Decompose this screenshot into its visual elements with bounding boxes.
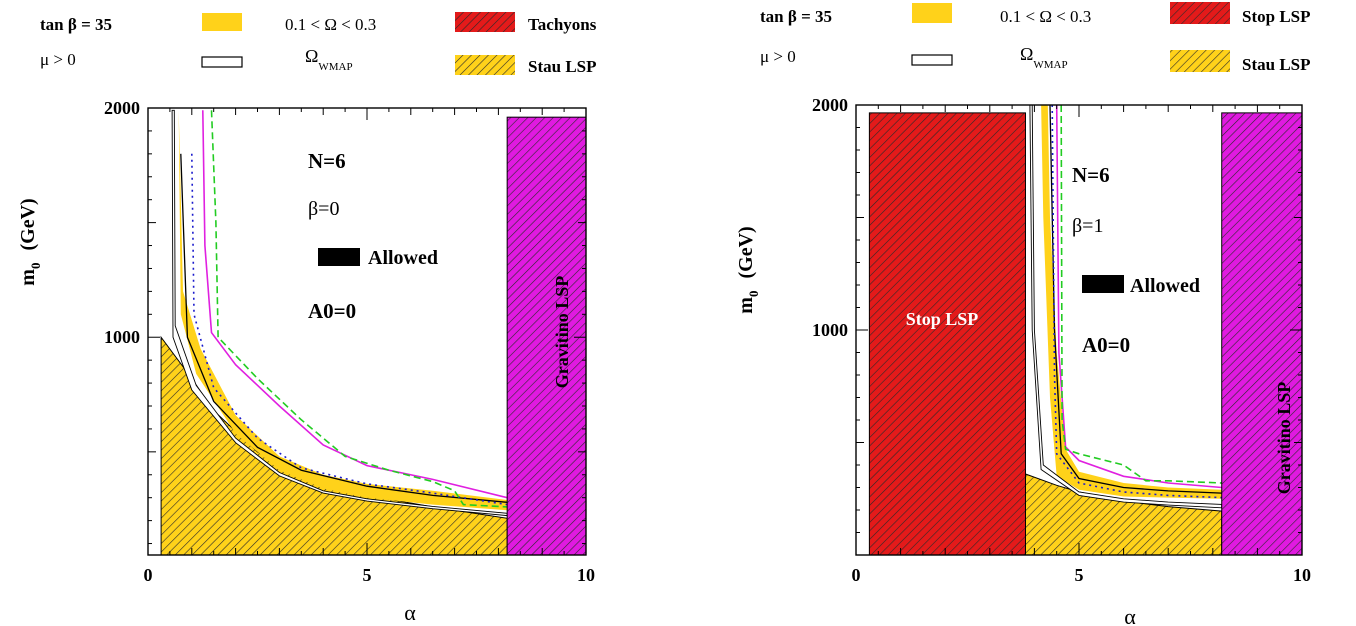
left-legend: tan β = 35 μ > 0 0.1 < Ω < 0.3 ΩWMAP Tac… [40,12,597,76]
left-legend-swatch-omega-band [202,13,242,31]
left-y-axis-label-sub: 0 [28,263,43,270]
right-legend-omega-band: 0.1 < Ω < 0.3 [1000,7,1091,26]
left-annot-a0: A0=0 [308,299,356,323]
left-gravitino-lsp-hatch [506,116,586,555]
left-legend-omega-band: 0.1 < Ω < 0.3 [285,15,376,34]
left-stau-lsp-hatch [160,335,508,555]
left-line-black-contour [180,153,508,503]
left-y-axis-label-unit: (GeV) [17,198,39,250]
left-legend-swatch-wmap [201,56,243,68]
left-y-tick-label: 1000 [104,327,140,347]
left-legend-tanb: tan β = 35 [40,15,112,34]
left-y-axis-label-main: m [17,269,39,286]
left-x-tick-label: 5 [363,565,372,585]
right-legend-mu: μ > 0 [760,47,796,66]
right-line-dotted-blue [1051,105,1302,500]
left-plot-area: 0 5 10 1000 2000 [104,98,595,585]
left-x-tick-label: 10 [577,565,595,585]
left-legend-region2: Stau LSP [528,57,597,76]
right-x-tick-label: 10 [1293,565,1311,585]
left-legend-omega-wmap-sub: WMAP [318,61,352,73]
right-legend-swatch-region2-hatch [1170,50,1230,72]
left-y-axis-label: m0 (GeV) [17,198,43,285]
right-x-axis-label: α [1124,604,1136,626]
right-legend-omega-wmap-sub: WMAP [1033,59,1067,71]
right-annot-allowed: Allowed [1130,275,1200,297]
right-legend-swatch-region1-hatch [1170,2,1230,24]
right-plot-area: 0 5 10 1000 2000 [812,95,1311,585]
left-panel: tan β = 35 μ > 0 0.1 < Ω < 0.3 ΩWMAP Tac… [17,12,597,625]
left-legend-swatch-region1-hatch [455,12,515,32]
right-legend-region2: Stau LSP [1242,55,1311,74]
left-legend-mu: μ > 0 [40,50,76,69]
right-x-tick-label: 0 [852,565,861,585]
left-legend-region1: Tachyons [528,15,597,34]
left-x-axis-label: α [404,600,416,625]
left-line-green-dashed [210,110,586,513]
right-annot-allowed-swatch [1082,275,1124,293]
right-legend-swatch-omega-band [912,3,952,23]
left-x-tick-label: 0 [144,565,153,585]
right-legend-omega-wmap-main: Ω [1020,44,1033,64]
left-annot-gravitino: Gravitino LSP [552,276,572,389]
right-y-axis-label-sub: 0 [746,291,761,298]
left-line-dotted-blue [191,153,586,513]
right-annot-gravitino: Gravitino LSP [1274,382,1294,495]
right-x-tick-label: 5 [1075,565,1084,585]
right-annot-beta: β=1 [1072,215,1103,237]
right-legend-swatch-wmap [911,54,953,66]
right-y-axis-label: m0 (GeV) [735,226,761,313]
left-plot-layer [160,109,586,555]
right-y-axis-label-main: m [735,297,757,314]
svg-text:m0(GeV): m0 (GeV) [17,198,43,285]
right-annot-stop-lsp: Stop LSP [906,309,979,329]
right-y-tick-label: 1000 [812,320,848,340]
left-annot-beta: β=0 [308,198,339,220]
left-annot-allowed-swatch [318,248,360,266]
left-annot-n: N=6 [308,149,346,173]
right-y-axis-label-unit: (GeV) [735,226,757,278]
left-legend-omega-wmap-main: Ω [305,46,318,66]
right-annot-a0: A0=0 [1082,333,1130,357]
right-annot-n: N=6 [1072,163,1110,187]
left-legend-omega-wmap: ΩWMAP [305,46,353,73]
left-line-magenta [202,110,586,506]
right-line-magenta [1055,105,1302,491]
right-line-black-contour [1049,105,1222,494]
left-y-tick-label: 2000 [104,98,140,118]
left-legend-swatch-region2-hatch [455,55,515,75]
right-line-green-dashed [1060,105,1302,493]
right-y-tick-label: 2000 [812,95,848,115]
right-omega-band [1041,105,1222,499]
right-legend-omega-wmap: ΩWMAP [1020,44,1068,71]
left-annot-allowed: Allowed [368,247,438,269]
svg-text:m0(GeV): m0 (GeV) [735,226,761,313]
right-legend: tan β = 35 μ > 0 0.1 < Ω < 0.3 ΩWMAP Sto… [760,2,1311,74]
right-legend-region1: Stop LSP [1242,7,1311,26]
right-legend-tanb: tan β = 35 [760,7,832,26]
right-stop-lsp-hatch [868,112,1026,555]
right-panel: tan β = 35 μ > 0 0.1 < Ω < 0.3 ΩWMAP Sto… [735,2,1311,626]
